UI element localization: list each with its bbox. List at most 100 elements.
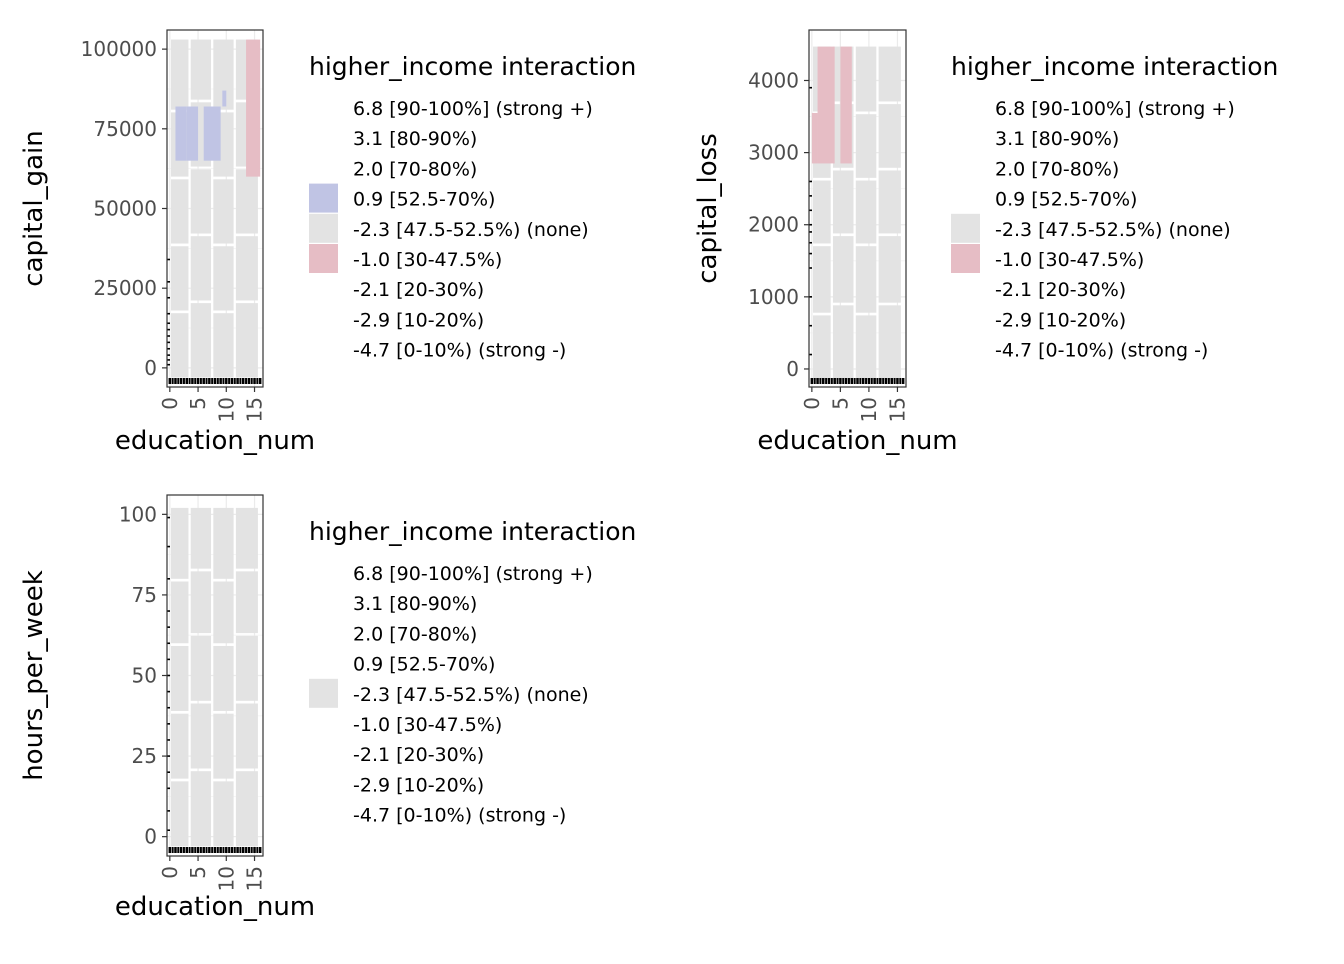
- legend-label: -2.1 [20-30%): [353, 744, 484, 766]
- tile-highlight: [175, 106, 187, 161]
- legend-label: -1.0 [30-47.5%): [353, 249, 502, 271]
- y-tick-label: 25000: [93, 276, 157, 300]
- y-tick-label: 50000: [93, 197, 157, 221]
- legend-label: 2.0 [70-80%): [353, 158, 477, 180]
- legend-label: 2.0 [70-80%): [353, 623, 477, 645]
- tile-none: [190, 39, 212, 100]
- tile-none: [812, 180, 831, 244]
- tile-none: [235, 303, 258, 378]
- tile-highlight: [222, 90, 227, 107]
- tile-none: [213, 645, 234, 711]
- tile-none: [213, 179, 234, 244]
- x-tick-label: 0: [158, 397, 182, 410]
- legend-label: 2.0 [70-80%): [995, 158, 1119, 180]
- y-tick-label: 1000: [748, 285, 799, 309]
- legend-title: higher_income interaction: [309, 517, 636, 546]
- tile-none: [812, 246, 831, 313]
- x-tick-label: 0: [158, 866, 182, 879]
- y-tick-label: 100: [119, 502, 157, 526]
- tile-none: [213, 713, 234, 779]
- tile-none: [213, 246, 234, 311]
- y-tick-label: 3000: [748, 141, 799, 165]
- legend-label: 0.9 [52.5-70%): [353, 654, 495, 676]
- legend-key: [309, 678, 338, 708]
- x-axis-title: education_num: [757, 426, 957, 456]
- tile-none: [170, 39, 189, 110]
- tile-none: [878, 236, 901, 303]
- y-tick-label: 75000: [93, 117, 157, 141]
- legend-label: -2.3 [47.5-52.5%) (none): [353, 219, 589, 241]
- y-tick-label: 2000: [748, 213, 799, 237]
- tile-none: [213, 781, 234, 847]
- tile-none: [170, 645, 189, 711]
- legend-label: -4.7 [0-10%) (strong -): [353, 805, 566, 827]
- x-tick-label: 5: [186, 397, 210, 410]
- legend-key: [309, 244, 338, 273]
- legend-label: 6.8 [90-100%] (strong +): [353, 563, 593, 585]
- legend-label: -2.1 [20-30%): [353, 279, 484, 301]
- x-tick-label: 10: [214, 866, 238, 891]
- tile-none: [213, 39, 234, 110]
- tile-none: [213, 507, 234, 579]
- y-axis-title: capital_loss: [693, 133, 723, 284]
- legend-label: -2.9 [10-20%): [353, 309, 484, 331]
- tile-none: [170, 179, 189, 244]
- tile-none: [170, 581, 189, 644]
- x-tick-label: 10: [214, 397, 238, 422]
- tile-none: [170, 507, 189, 579]
- tile-none: [878, 305, 901, 380]
- tile-none: [190, 507, 212, 569]
- tile-none: [190, 771, 212, 847]
- tile-none: [832, 305, 854, 380]
- tile-highlight: [203, 106, 221, 161]
- tile-none: [235, 703, 258, 769]
- legend-label: 3.1 [80-90%): [353, 128, 477, 150]
- tile-none: [170, 713, 189, 779]
- tile-none: [878, 46, 901, 102]
- y-axis-title: capital_gain: [19, 130, 49, 286]
- y-tick-label: 50: [132, 664, 157, 688]
- legend-label: -2.1 [20-30%): [995, 279, 1126, 301]
- tile-none: [832, 236, 854, 303]
- x-tick-label: 5: [828, 397, 852, 410]
- tile-none: [190, 703, 212, 769]
- tile-highlight: [840, 46, 852, 164]
- legend-key: [951, 213, 980, 243]
- y-tick-label: 0: [144, 825, 157, 849]
- tile-none: [855, 114, 877, 178]
- legend-label: -4.7 [0-10%) (strong -): [995, 340, 1208, 362]
- legend-key: [951, 244, 980, 273]
- x-tick-label: 5: [186, 866, 210, 879]
- legend-label: -2.9 [10-20%): [353, 774, 484, 796]
- legend-label: -2.9 [10-20%): [995, 309, 1126, 331]
- tile-none: [190, 571, 212, 634]
- x-tick-label: 0: [800, 397, 824, 410]
- legend-label: 0.9 [52.5-70%): [995, 189, 1137, 211]
- tile-none: [190, 635, 212, 701]
- tile-none: [235, 771, 258, 847]
- legend-label: -2.3 [47.5-52.5%) (none): [995, 219, 1231, 241]
- x-tick-label: 10: [857, 397, 881, 422]
- tile-none: [190, 236, 212, 301]
- tile-none: [855, 180, 877, 244]
- y-tick-label: 0: [144, 356, 157, 380]
- tile-highlight: [186, 106, 199, 161]
- x-tick-label: 15: [885, 397, 909, 422]
- x-tick-label: 15: [243, 866, 267, 891]
- tile-none: [235, 169, 258, 234]
- tile-none: [170, 313, 189, 378]
- tile-none: [235, 571, 258, 634]
- y-tick-label: 75: [132, 583, 157, 607]
- legend-label: -1.0 [30-47.5%): [995, 249, 1144, 271]
- x-tick-label: 15: [243, 397, 267, 422]
- tile-none: [170, 781, 189, 847]
- tile-none: [170, 246, 189, 311]
- tile-none: [235, 507, 258, 569]
- legend-key: [309, 183, 338, 213]
- tile-highlight: [811, 112, 818, 164]
- tile-none: [213, 313, 234, 378]
